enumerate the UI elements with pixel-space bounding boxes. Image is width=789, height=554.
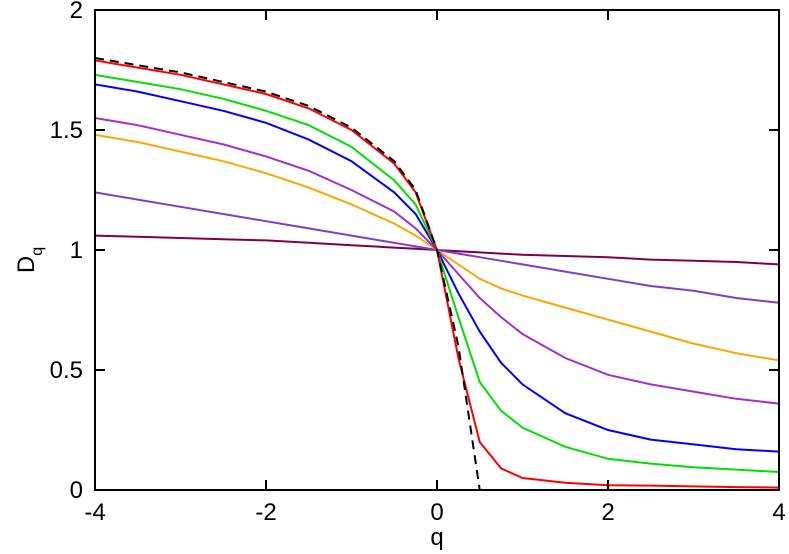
data-line (95, 117, 779, 405)
x-tick-label: 0 (430, 499, 443, 526)
data-line (95, 59, 779, 489)
y-tick-label: 1 (70, 237, 83, 264)
x-axis-label: q (430, 524, 443, 551)
data-line (95, 73, 779, 473)
data-line (95, 57, 481, 490)
y-axis-label: Dq (13, 247, 46, 273)
x-tick-label: 4 (772, 499, 785, 526)
data-line (95, 191, 779, 304)
data-line (95, 133, 779, 362)
x-tick-label: 2 (601, 499, 614, 526)
x-tick-label: -2 (255, 499, 276, 526)
data-line (95, 234, 779, 266)
x-tick-label: -4 (84, 499, 105, 526)
y-tick-label: 0 (70, 477, 83, 504)
y-tick-label: 1.5 (50, 117, 83, 144)
y-axis-label-main: D (13, 256, 40, 273)
y-tick-label: 0.5 (50, 357, 83, 384)
data-line (95, 83, 779, 453)
y-axis-label-sub: q (29, 247, 46, 256)
y-tick-label: 2 (70, 0, 83, 24)
